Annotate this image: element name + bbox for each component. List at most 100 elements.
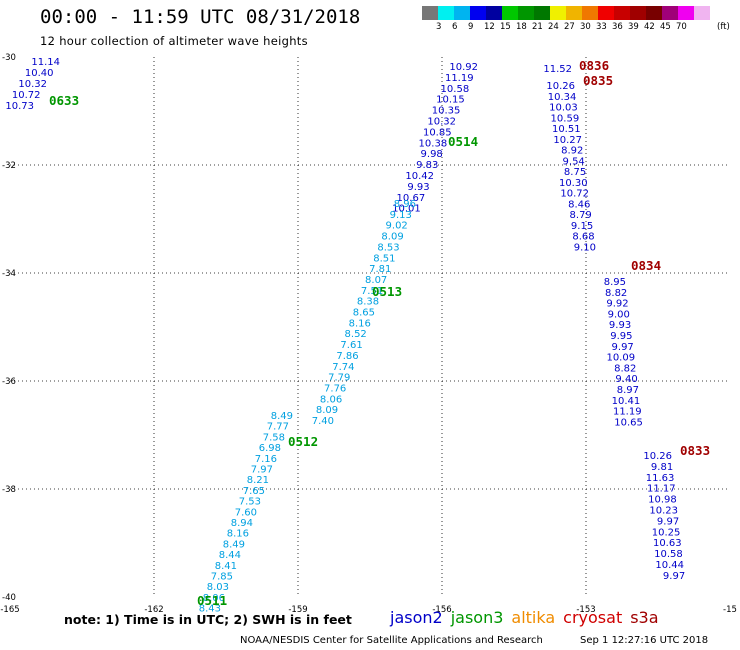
y-tick-label: -40 [2,593,16,603]
data-value-label: 10.72 [12,90,41,101]
pass-time-label: 0633 [49,93,79,108]
data-value-label: 8.53 [377,242,399,253]
colorbar-tick-label: 21 [532,22,543,32]
data-value-label: 9.97 [663,571,685,582]
data-value-label: 7.79 [328,373,350,384]
data-value-label: 10.44 [655,560,684,571]
data-value-label: 6.98 [259,443,281,454]
colorbar-tick-label: 45 [660,22,671,32]
colorbar-swatch [678,6,694,20]
data-value-label: 10.85 [423,127,452,138]
colorbar [422,6,710,20]
data-value-label: 8.79 [570,210,592,221]
data-value-label: 11.19 [613,407,642,418]
colorbar-swatch [470,6,486,20]
colorbar-swatch [454,6,470,20]
colorbar-swatch [566,6,582,20]
colorbar-swatch [438,6,454,20]
data-value-label: 8.92 [561,146,583,157]
data-value-label: 10.98 [648,495,677,506]
data-value-label: 8.96 [394,199,416,210]
data-value-label: 8.06 [203,593,225,604]
colorbar-tick-label: 12 [484,22,495,32]
data-value-label: 10.32 [18,79,47,90]
data-value-label: 10.09 [606,353,635,364]
data-value-label: 10.01 [392,204,421,215]
y-tick-label: -30 [2,53,16,63]
x-tick-label: -156 [432,605,451,615]
colorbar-swatch [486,6,502,20]
data-value-label: 8.97 [617,385,639,396]
data-value-label: 8.09 [316,405,338,416]
data-value-label: 8.82 [605,288,627,299]
colorbar-tick-label: 42 [644,22,655,32]
data-value-label: 11.52 [543,64,572,75]
colorbar-swatch [646,6,662,20]
data-value-label: 8.49 [223,539,245,550]
y-tick-label: -38 [2,485,16,495]
data-value-label: 10.15 [436,95,465,106]
data-value-label: 7.53 [239,497,261,508]
colorbar-tick-label: 27 [564,22,575,32]
colorbar-swatch [694,6,710,20]
data-value-label: 10.34 [548,92,577,103]
data-value-label: 7.61 [340,340,362,351]
data-value-label: 7.40 [312,416,334,427]
colorbar-tick-label: 24 [548,22,559,32]
data-value-label: 8.46 [568,199,590,210]
data-value-label: 10.35 [432,106,461,117]
data-value-label: 9.97 [657,516,679,527]
data-value-label: 9.98 [421,149,443,160]
pass-time-label: 0835 [583,73,613,88]
data-value-label: 9.95 [610,331,632,342]
data-value-label: 7.74 [332,362,354,373]
data-value-label: 7.81 [369,264,391,275]
legend-cryosat: cryosat [563,608,623,627]
colorbar-tick-label: 39 [628,22,639,32]
data-value-label: 11.17 [647,484,676,495]
data-value-label: 10.67 [397,193,426,204]
data-value-label: 10.26 [546,81,575,92]
colorbar-swatch [614,6,630,20]
data-value-label: 8.95 [604,277,626,288]
data-value-label: 7.51 [361,286,383,297]
data-value-label: 9.00 [608,309,630,320]
data-value-label: 9.10 [574,242,596,253]
data-value-label: 8.94 [231,518,253,529]
data-value-label: 9.15 [571,221,593,232]
data-value-label: 8.21 [247,475,269,486]
x-tick-label: -159 [288,605,307,615]
data-value-label: 8.68 [572,232,594,243]
colorbar-swatch [422,6,438,20]
data-value-label: 7.86 [336,351,358,362]
data-value-label: 8.16 [227,529,249,540]
data-value-label: 8.75 [564,167,586,178]
legend-jason2: jason2 [390,608,443,627]
data-value-label: 7.16 [255,454,277,465]
data-value-label: 7.58 [263,432,285,443]
colorbar-swatch [662,6,678,20]
data-value-label: 8.44 [219,550,241,561]
credit-text: NOAA/NESDIS Center for Satellite Applica… [240,635,543,646]
data-value-label: 8.07 [365,275,387,286]
colorbar-tick-label: 70 [676,22,687,32]
pass-time-label: 0512 [288,434,318,449]
data-value-label: 10.38 [419,138,448,149]
colorbar-tick-label: 9 [468,22,474,32]
data-value-label: 7.65 [243,486,265,497]
x-tick-label: -15 [723,605,737,615]
data-value-label: 9.02 [386,221,408,232]
data-value-label: 8.41 [215,561,237,572]
data-value-label: 8.38 [357,297,379,308]
chart-subtitle: 12 hour collection of altimeter wave hei… [40,34,308,48]
y-tick-label: -36 [2,377,16,387]
data-value-label: 10.59 [551,113,580,124]
footnote: note: 1) Time is in UTC; 2) SWH is in fe… [64,612,352,627]
data-value-label: 10.30 [559,178,588,189]
legend-s3a: s3a [630,608,659,627]
x-tick-label: -165 [0,605,19,615]
colorbar-swatch [518,6,534,20]
data-value-label: 7.76 [324,383,346,394]
colorbar-swatch [502,6,518,20]
